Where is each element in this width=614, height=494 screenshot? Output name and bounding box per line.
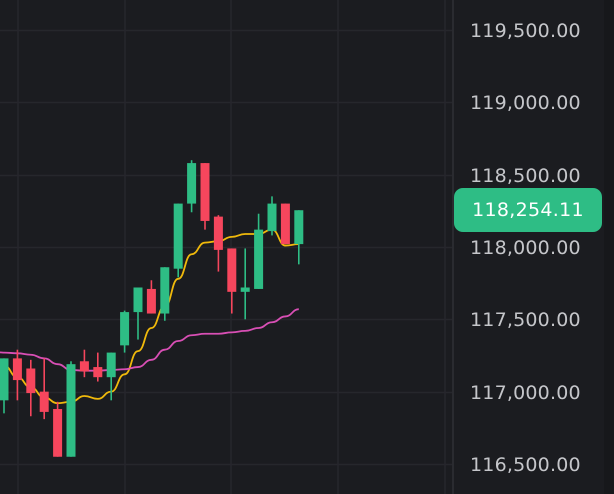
price-tick-label: 118,500.00 — [470, 164, 581, 187]
bullish-candle — [240, 248, 250, 320]
last-price-value: 118,254.11 — [472, 199, 584, 222]
bearish-candle — [12, 349, 22, 401]
price-tick-label: 116,500.00 — [470, 453, 581, 476]
price-tick-label: 119,500.00 — [470, 20, 581, 42]
candles — [0, 160, 304, 457]
bearish-candle — [146, 280, 156, 314]
bullish-candle — [187, 160, 197, 213]
bearish-candle — [79, 349, 89, 378]
bullish-candle — [66, 361, 76, 457]
bearish-candle — [26, 359, 36, 417]
bearish-candle — [53, 401, 63, 457]
last-price-badge: 118,254.11 — [454, 188, 602, 233]
bullish-candle — [120, 310, 130, 353]
bullish-candle — [267, 196, 277, 236]
bearish-candle — [280, 203, 290, 245]
candlestick-chart[interactable] — [0, 0, 452, 494]
chart-plot[interactable] — [0, 0, 452, 494]
price-axis[interactable]: 119,500.00 119,000.00 118,500.00 118,000… — [454, 0, 614, 494]
price-tick-label: 118,000.00 — [470, 236, 581, 259]
bullish-candle — [173, 203, 183, 278]
bullish-candle — [0, 358, 9, 414]
bullish-candle — [254, 213, 264, 289]
bullish-candle — [294, 210, 304, 265]
bearish-candle — [39, 358, 49, 420]
price-axis-border — [452, 0, 454, 494]
bearish-candle — [93, 352, 103, 382]
price-tick-label: 117,500.00 — [470, 309, 581, 332]
bearish-candle — [200, 163, 210, 230]
bullish-candle — [106, 352, 116, 401]
price-tick-label: 117,000.00 — [470, 381, 581, 404]
ma-slow-line — [0, 308, 299, 372]
right-edge-strip — [604, 0, 614, 494]
bullish-candle — [133, 287, 143, 340]
bearish-candle — [227, 248, 237, 314]
price-tick-label: 119,000.00 — [470, 92, 581, 115]
bullish-candle — [160, 267, 170, 321]
bearish-candle — [213, 215, 223, 272]
